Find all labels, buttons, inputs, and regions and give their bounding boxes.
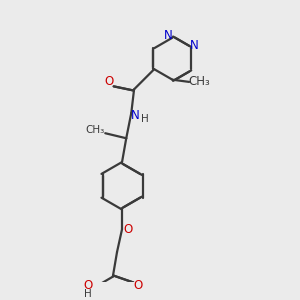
Text: N: N <box>164 29 173 42</box>
Text: O: O <box>104 75 113 88</box>
Text: N: N <box>190 40 199 52</box>
Text: N: N <box>130 109 139 122</box>
Text: O: O <box>123 223 132 236</box>
Text: H: H <box>141 114 148 124</box>
Text: O: O <box>84 279 93 292</box>
Text: O: O <box>134 279 142 292</box>
Text: H: H <box>84 289 92 299</box>
Text: CH₃: CH₃ <box>188 75 210 88</box>
Text: CH₃: CH₃ <box>86 125 105 135</box>
